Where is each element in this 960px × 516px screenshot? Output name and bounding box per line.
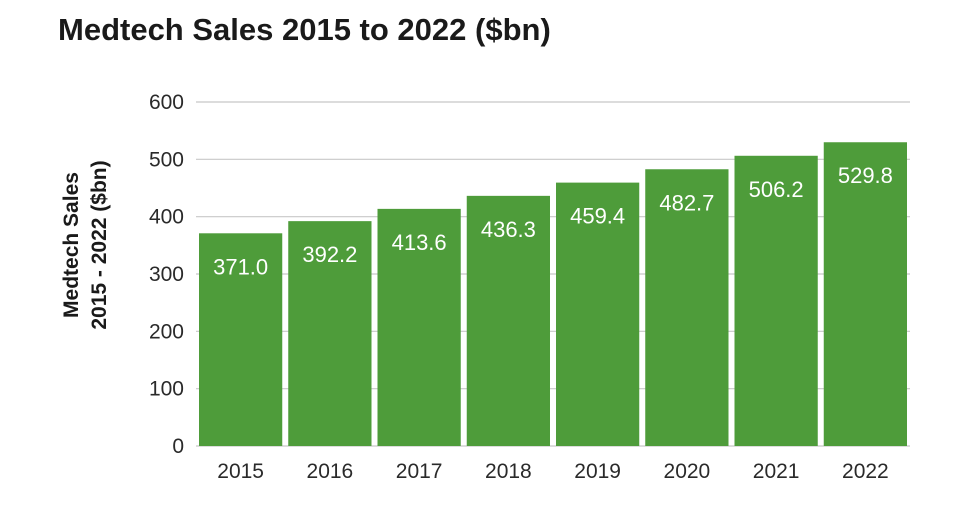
- bar-value-label: 506.2: [749, 177, 804, 202]
- bar-value-label: 371.0: [213, 254, 268, 279]
- bar: [645, 169, 729, 446]
- bar: [734, 155, 818, 446]
- x-tick-label: 2020: [664, 460, 711, 483]
- bar: [823, 142, 907, 447]
- chart-title: Medtech Sales 2015 to 2022 ($bn): [58, 12, 551, 47]
- x-tick-label: 2018: [485, 460, 532, 483]
- bar: [199, 233, 283, 446]
- y-tick-label: 500: [149, 148, 184, 171]
- bar-value-label: 459.4: [570, 204, 625, 229]
- y-tick-label: 600: [149, 91, 184, 114]
- bar: [556, 182, 640, 447]
- y-tick-label: 400: [149, 206, 184, 229]
- y-tick-label: 0: [172, 435, 184, 458]
- y-tick-label: 100: [149, 378, 184, 401]
- bar-value-label: 392.2: [302, 242, 357, 267]
- y-tick-label: 200: [149, 320, 184, 343]
- bar-value-label: 482.7: [659, 190, 714, 215]
- bar: [377, 208, 461, 446]
- x-tick-label: 2016: [307, 460, 354, 483]
- bar-value-label: 413.6: [392, 230, 447, 255]
- x-tick-label: 2017: [396, 460, 443, 483]
- x-tick-label: 2015: [217, 460, 264, 483]
- bar: [288, 221, 372, 446]
- bar: [466, 195, 550, 446]
- bar-value-label: 436.3: [481, 217, 536, 242]
- x-tick-label: 2022: [842, 460, 889, 483]
- bar-value-label: 529.8: [838, 163, 893, 188]
- x-tick-label: 2021: [753, 460, 800, 483]
- x-tick-label: 2019: [574, 460, 621, 483]
- y-tick-label: 300: [149, 263, 184, 286]
